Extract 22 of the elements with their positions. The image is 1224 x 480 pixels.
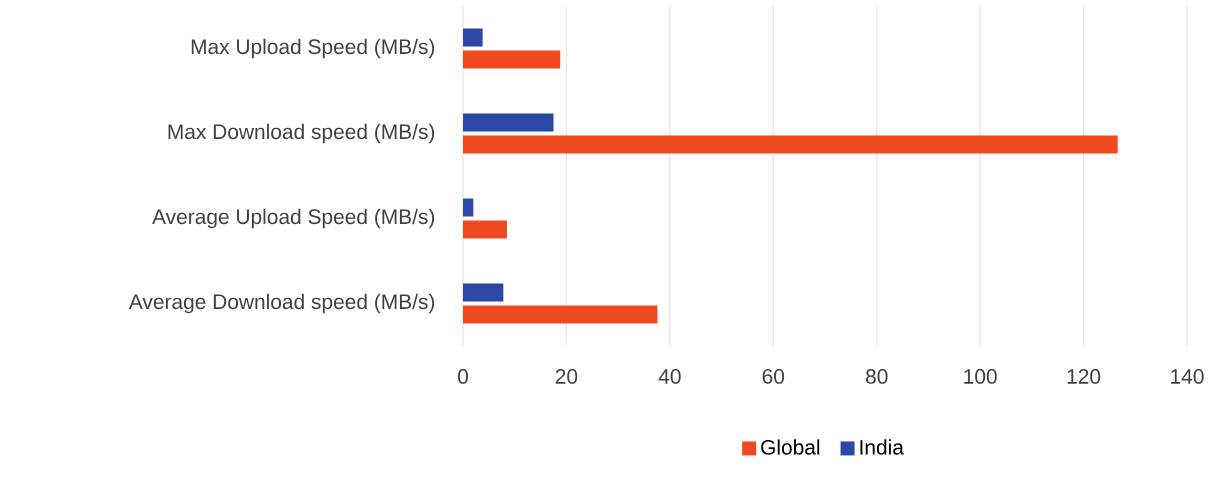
legend-label: Global (761, 439, 820, 455)
x-tick-label: 140 (1171, 369, 1204, 384)
bar (463, 113, 554, 132)
bar (463, 283, 504, 302)
bar (463, 50, 561, 69)
bar (463, 135, 1118, 154)
x-tick-label: 20 (555, 369, 578, 384)
bar (463, 220, 507, 239)
bar (463, 305, 658, 324)
x-tick-label: 80 (865, 369, 888, 384)
y-tick-label: Max Upload Speed (MB/s) (191, 38, 435, 59)
x-tick-label: 60 (762, 369, 785, 384)
legend-label: India (860, 439, 904, 455)
y-tick-label: Average Upload Speed (MB/s) (152, 208, 435, 229)
y-tick-label: Max Download speed (MB/s) (168, 123, 435, 144)
x-tick-label: 40 (658, 369, 681, 384)
bar (463, 198, 474, 217)
x-tick-label: 120 (1067, 369, 1101, 384)
y-tick-label: Average Download speed (MB/s) (128, 293, 435, 314)
x-tick-label: 100 (964, 369, 997, 384)
x-tick-label: 0 (458, 369, 468, 384)
bar (463, 28, 483, 47)
